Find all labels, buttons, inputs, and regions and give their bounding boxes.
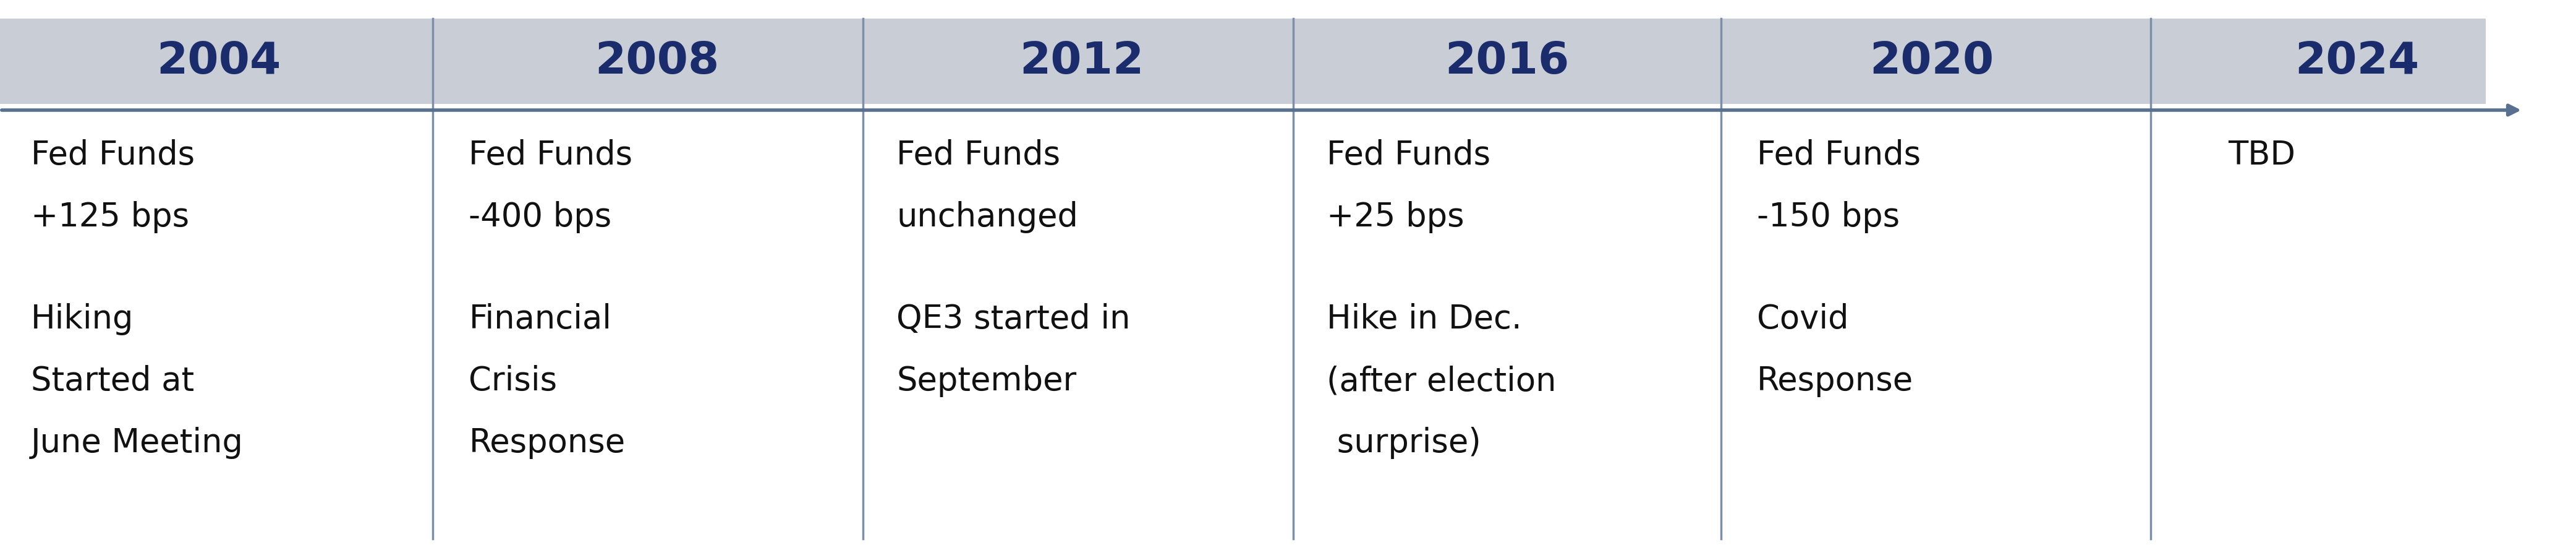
Text: Fed Funds: Fed Funds: [896, 139, 1061, 171]
Text: Started at: Started at: [31, 365, 193, 397]
Text: 2020: 2020: [1870, 40, 1994, 83]
Text: 2024: 2024: [2295, 40, 2419, 83]
Text: 2008: 2008: [595, 40, 719, 83]
Text: 2004: 2004: [157, 40, 281, 83]
Text: Crisis: Crisis: [469, 365, 556, 397]
Text: 2016: 2016: [1445, 40, 1569, 83]
Text: Fed Funds: Fed Funds: [1757, 139, 1922, 171]
FancyBboxPatch shape: [0, 19, 2486, 104]
Text: Response: Response: [1757, 365, 1914, 397]
Text: +125 bps: +125 bps: [31, 201, 188, 233]
Text: QE3 started in: QE3 started in: [896, 303, 1131, 335]
Text: (after election: (after election: [1327, 365, 1556, 397]
Text: Fed Funds: Fed Funds: [469, 139, 634, 171]
Text: unchanged: unchanged: [896, 201, 1079, 233]
Text: Hiking: Hiking: [31, 303, 134, 335]
Text: Financial: Financial: [469, 303, 611, 335]
Text: Hike in Dec.: Hike in Dec.: [1327, 303, 1522, 335]
Text: -400 bps: -400 bps: [469, 201, 611, 233]
Text: Fed Funds: Fed Funds: [31, 139, 196, 171]
Text: Covid: Covid: [1757, 303, 1850, 335]
Text: -150 bps: -150 bps: [1757, 201, 1899, 233]
Text: surprise): surprise): [1327, 427, 1481, 459]
Text: June Meeting: June Meeting: [31, 427, 245, 459]
Text: September: September: [896, 365, 1077, 397]
Text: Fed Funds: Fed Funds: [1327, 139, 1492, 171]
Text: Response: Response: [469, 427, 626, 459]
Text: 2012: 2012: [1020, 40, 1144, 83]
Text: TBD: TBD: [2228, 139, 2295, 171]
Text: +25 bps: +25 bps: [1327, 201, 1463, 233]
